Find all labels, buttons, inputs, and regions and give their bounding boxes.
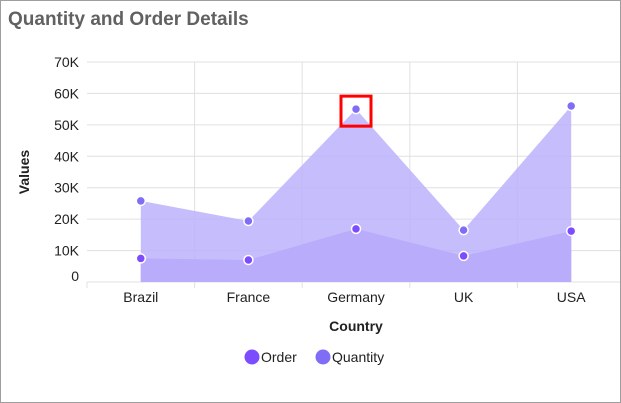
y-tick-label: 20K (54, 211, 80, 227)
data-point-order (243, 254, 254, 266)
data-point-quantity (458, 224, 469, 236)
data-point-order (565, 225, 577, 237)
area-quantity (140, 106, 572, 282)
y-tick-label: 30K (54, 180, 80, 196)
data-point-order (350, 223, 362, 235)
x-tick-label: UK (454, 289, 474, 305)
y-tick-label: 10K (54, 243, 80, 259)
chart-title: Quantity and Order Details (8, 9, 249, 30)
y-tick-label: 70K (54, 54, 80, 70)
legend-label-order: Order (261, 349, 297, 365)
data-point-quantity (350, 103, 362, 115)
x-tick-label: USA (557, 289, 586, 305)
highlight-box (339, 94, 373, 128)
data-point-order (135, 253, 147, 264)
data-point-quantity (565, 100, 577, 112)
y-axis-title: Values (16, 150, 32, 195)
x-tick-label: Brazil (123, 289, 158, 305)
data-point-quantity (135, 195, 147, 207)
data-point-quantity (243, 215, 254, 227)
x-tick-label: France (227, 289, 271, 305)
y-tick-label: 60K (54, 85, 80, 101)
y-tick-label: 40K (54, 148, 80, 164)
y-tick-label: 50K (54, 117, 80, 133)
legend-marker-quantity (315, 349, 331, 365)
x-tick-label: Germany (327, 289, 385, 305)
y-tick-label: 0 (71, 268, 79, 284)
data-point-order (458, 250, 469, 262)
legend-label-quantity: Quantity (332, 349, 384, 365)
legend-marker-order (244, 349, 260, 365)
x-axis-title: Country (329, 318, 383, 334)
